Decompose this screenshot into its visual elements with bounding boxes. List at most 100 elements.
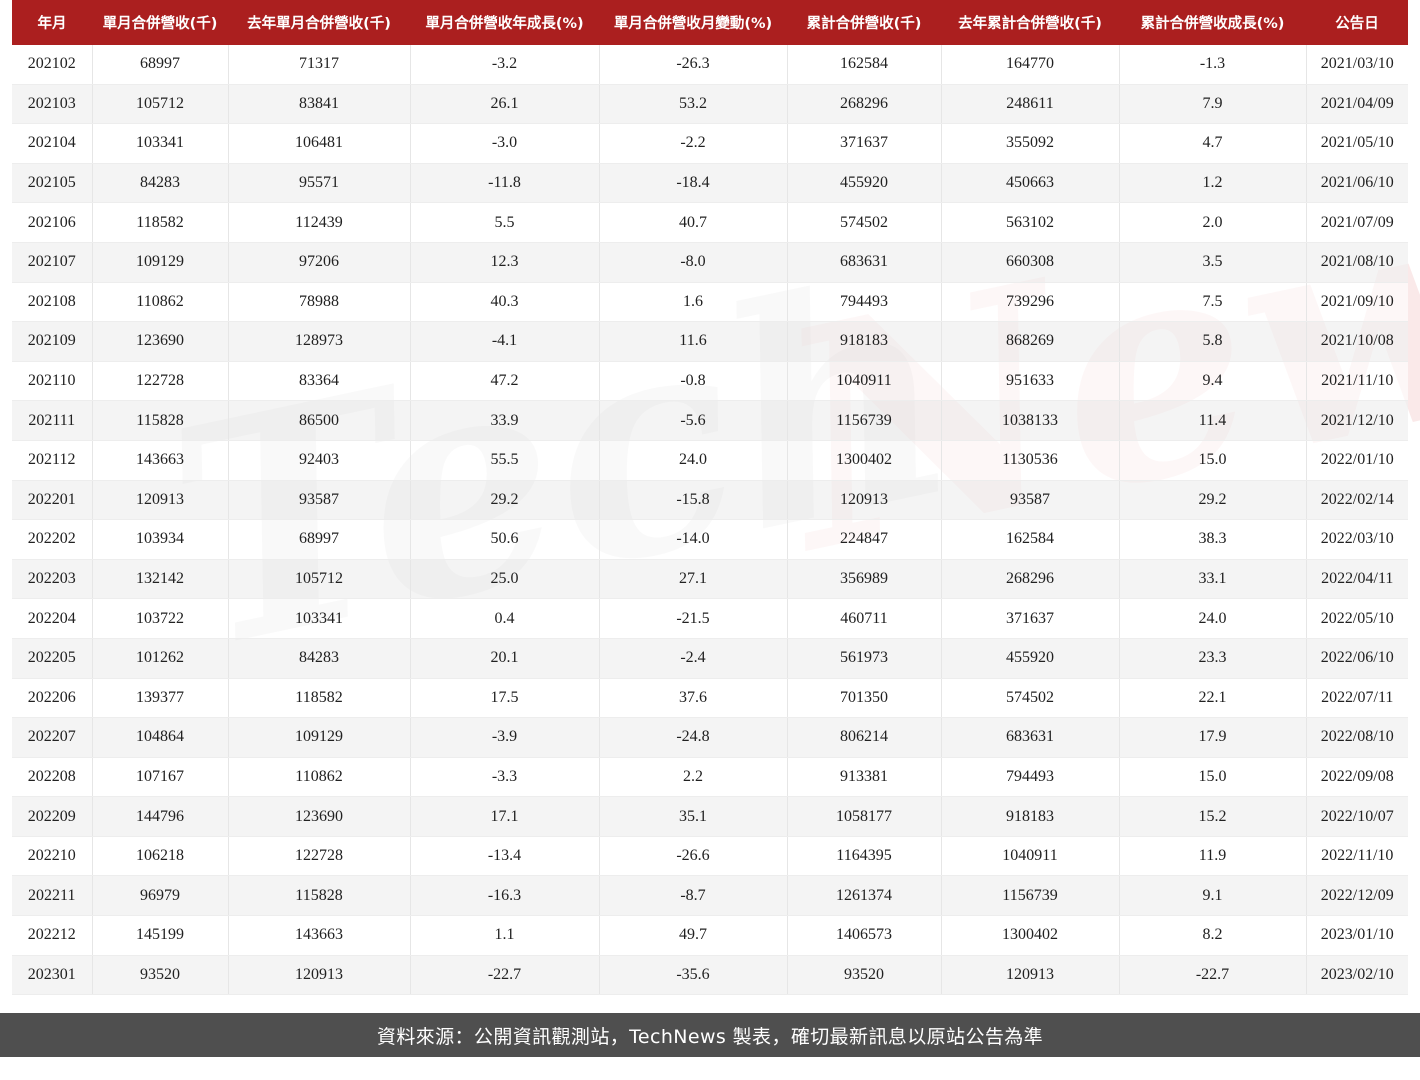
table-row[interactable]: 202107 109129 97206 12.3 -8.0 683631 660308 3.5… xyxy=(12,242,1408,283)
cell-cumulative-revenue-ly: 951633 xyxy=(941,361,1120,402)
cell-monthly-revenue-ly: 83841 xyxy=(228,84,411,125)
table-row[interactable]: 202201 120913 93587 29.2 -15.8 120913 93587 29.… xyxy=(12,480,1408,521)
cell-monthly-revenue: 122728 xyxy=(92,361,229,402)
table-row[interactable]: 202206 139377 118582 17.5 37.6 701350 574502 22… xyxy=(12,678,1408,719)
table-row[interactable]: 202207 104864 109129 -3.9 -24.8 806214 683631 1… xyxy=(12,717,1408,758)
cell-monthly-mom: -21.5 xyxy=(599,598,788,639)
cell-monthly-revenue: 106218 xyxy=(92,836,229,877)
cell-monthly-revenue: 139377 xyxy=(92,678,229,719)
cell-monthly-revenue-ly: 112439 xyxy=(228,202,411,243)
cell-monthly-revenue: 110862 xyxy=(92,282,229,323)
table-row[interactable]: 202205 101262 84283 20.1 -2.4 561973 455920 23.… xyxy=(12,638,1408,679)
cell-cumulative-revenue-ly: 1130536 xyxy=(941,440,1120,481)
cell-monthly-yoy: -4.1 xyxy=(410,321,600,362)
table-row[interactable]: 202208 107167 110862 -3.3 2.2 913381 794493 15.… xyxy=(12,757,1408,798)
cell-monthly-mom: -8.7 xyxy=(599,875,788,917)
cell-year-month: 202201 xyxy=(12,480,93,521)
cell-monthly-revenue: 103722 xyxy=(92,598,229,639)
cell-cumulative-revenue-ly: 371637 xyxy=(941,598,1120,639)
column-header-announce-date[interactable]: 公告日 xyxy=(1306,0,1408,45)
cell-monthly-revenue-ly: 109129 xyxy=(228,717,411,758)
cell-cumulative-revenue: 356989 xyxy=(787,559,942,600)
cell-year-month: 202110 xyxy=(12,361,93,402)
cell-monthly-mom: -8.0 xyxy=(599,242,788,283)
table-row[interactable]: 202109 123690 128973 -4.1 11.6 918183 868269 5.… xyxy=(12,321,1408,362)
table-row[interactable]: 202106 118582 112439 5.5 40.7 574502 563102 2.0… xyxy=(12,202,1408,243)
table-row[interactable]: 202301 93520 120913 -22.7 -35.6 93520 120913 -2… xyxy=(12,955,1408,996)
cell-monthly-revenue-ly: 123690 xyxy=(228,796,411,837)
table-body: 202102 68997 71317 -3.2 -26.3 162584 164770 -1.… xyxy=(12,45,1408,996)
table-header-row: 年月 單月合併營收(千) 去年單月合併營收(千) 單月合併營收年成長(%) 單月… xyxy=(12,0,1408,45)
table-row[interactable]: 202204 103722 103341 0.4 -21.5 460711 371637 24… xyxy=(12,598,1408,639)
cell-announce-date: 2022/10/07 xyxy=(1306,796,1408,837)
cell-cumulative-revenue: 918183 xyxy=(787,321,942,362)
cell-cumulative-revenue-ly: 164770 xyxy=(941,45,1120,85)
cell-monthly-mom: -2.4 xyxy=(599,638,788,679)
table-row[interactable]: 202102 68997 71317 -3.2 -26.3 162584 164770 -1.… xyxy=(12,45,1408,85)
cell-cumulative-revenue-ly: 1040911 xyxy=(941,836,1120,877)
cell-monthly-yoy: 5.5 xyxy=(410,202,600,243)
column-header-cumulative-growth[interactable]: 累計合併營收成長(%) xyxy=(1119,0,1306,45)
cell-cumulative-revenue: 806214 xyxy=(787,717,942,758)
table-row[interactable]: 202103 105712 83841 26.1 53.2 268296 248611 7.9… xyxy=(12,84,1408,125)
table-row[interactable]: 202209 144796 123690 17.1 35.1 1058177 918183 1… xyxy=(12,796,1408,837)
cell-monthly-mom: 53.2 xyxy=(599,84,788,125)
cell-monthly-revenue-ly: 84283 xyxy=(228,638,411,679)
cell-monthly-revenue-ly: 106481 xyxy=(228,123,411,164)
cell-monthly-mom: 27.1 xyxy=(599,559,788,600)
cell-announce-date: 2021/03/10 xyxy=(1306,45,1408,85)
cell-cumulative-growth: 11.9 xyxy=(1119,836,1307,877)
cell-cumulative-revenue-ly: 1300402 xyxy=(941,915,1120,956)
cell-announce-date: 2021/08/10 xyxy=(1306,242,1408,283)
cell-cumulative-revenue: 93520 xyxy=(787,955,942,996)
cell-monthly-yoy: 12.3 xyxy=(410,242,600,283)
cell-monthly-revenue-ly: 78988 xyxy=(228,282,411,323)
table-row[interactable]: 202211 96979 115828 -16.3 -8.7 1261374 1156739… xyxy=(12,875,1408,917)
cell-cumulative-revenue-ly: 683631 xyxy=(941,717,1120,758)
table-row[interactable]: 202210 106218 122728 -13.4 -26.6 1164395 10409… xyxy=(12,836,1408,877)
table-row[interactable]: 202105 84283 95571 -11.8 -18.4 455920 450663 1.… xyxy=(12,163,1408,204)
table-row[interactable]: 202112 143663 92403 55.5 24.0 1300402 1130536 1… xyxy=(12,440,1408,481)
table-row[interactable]: 202203 132142 105712 25.0 27.1 356989 268296 33… xyxy=(12,559,1408,600)
cell-cumulative-revenue-ly: 1038133 xyxy=(941,400,1120,441)
cell-cumulative-revenue: 913381 xyxy=(787,757,942,798)
cell-monthly-mom: -2.2 xyxy=(599,123,788,164)
cell-monthly-revenue-ly: 103341 xyxy=(228,598,411,639)
cell-announce-date: 2022/07/11 xyxy=(1306,678,1408,719)
column-header-monthly-revenue-ly[interactable]: 去年單月合併營收(千) xyxy=(228,0,410,45)
table-row[interactable]: 202108 110862 78988 40.3 1.6 794493 739296 7.5 2… xyxy=(12,282,1408,323)
table-row[interactable]: 202202 103934 68997 50.6 -14.0 224847 162584 38… xyxy=(12,519,1408,560)
cell-cumulative-growth: 15.0 xyxy=(1119,440,1307,481)
cell-year-month: 202204 xyxy=(12,598,93,639)
cell-monthly-revenue: 109129 xyxy=(92,242,229,283)
cell-monthly-mom: -35.6 xyxy=(599,955,788,996)
cell-cumulative-revenue-ly: 162584 xyxy=(941,519,1120,560)
cell-cumulative-growth: 11.4 xyxy=(1119,400,1307,441)
table-row[interactable]: 202212 145199 143663 1.1 49.7 1406573 1300402 8… xyxy=(12,915,1408,956)
column-header-cumulative-revenue[interactable]: 累計合併營收(千) xyxy=(787,0,941,45)
table-row[interactable]: 202104 103341 106481 -3.0 -2.2 371637 355092 4.… xyxy=(12,123,1408,164)
cell-cumulative-revenue-ly: 574502 xyxy=(941,678,1120,719)
cell-monthly-yoy: -11.8 xyxy=(410,163,600,204)
cell-announce-date: 2021/06/10 xyxy=(1306,163,1408,204)
cell-cumulative-revenue-ly: 739296 xyxy=(941,282,1120,323)
column-header-cumulative-revenue-ly[interactable]: 去年累計合併營收(千) xyxy=(941,0,1119,45)
column-header-monthly-revenue[interactable]: 單月合併營收(千) xyxy=(92,0,228,45)
cell-announce-date: 2023/02/10 xyxy=(1306,955,1408,996)
column-header-monthly-mom[interactable]: 單月合併營收月變動(%) xyxy=(599,0,787,45)
cell-cumulative-revenue-ly: 563102 xyxy=(941,202,1120,243)
cell-cumulative-revenue: 224847 xyxy=(787,519,942,560)
cell-cumulative-growth: 15.0 xyxy=(1119,757,1307,798)
cell-monthly-revenue-ly: 118582 xyxy=(228,678,411,719)
cell-announce-date: 2022/09/08 xyxy=(1306,757,1408,798)
cell-announce-date: 2021/11/10 xyxy=(1306,361,1408,402)
cell-cumulative-revenue-ly: 660308 xyxy=(941,242,1120,283)
table-row[interactable]: 202110 122728 83364 47.2 -0.8 1040911 951633 9.… xyxy=(12,361,1408,402)
cell-announce-date: 2022/04/11 xyxy=(1306,559,1408,600)
cell-monthly-revenue-ly: 92403 xyxy=(228,440,411,481)
table-row[interactable]: 202111 115828 86500 33.9 -5.6 1156739 1038133 1… xyxy=(12,400,1408,441)
cell-year-month: 202108 xyxy=(12,282,93,323)
column-header-monthly-yoy[interactable]: 單月合併營收年成長(%) xyxy=(410,0,599,45)
cell-monthly-yoy: -3.3 xyxy=(410,757,600,798)
column-header-year-month[interactable]: 年月 xyxy=(12,0,92,45)
